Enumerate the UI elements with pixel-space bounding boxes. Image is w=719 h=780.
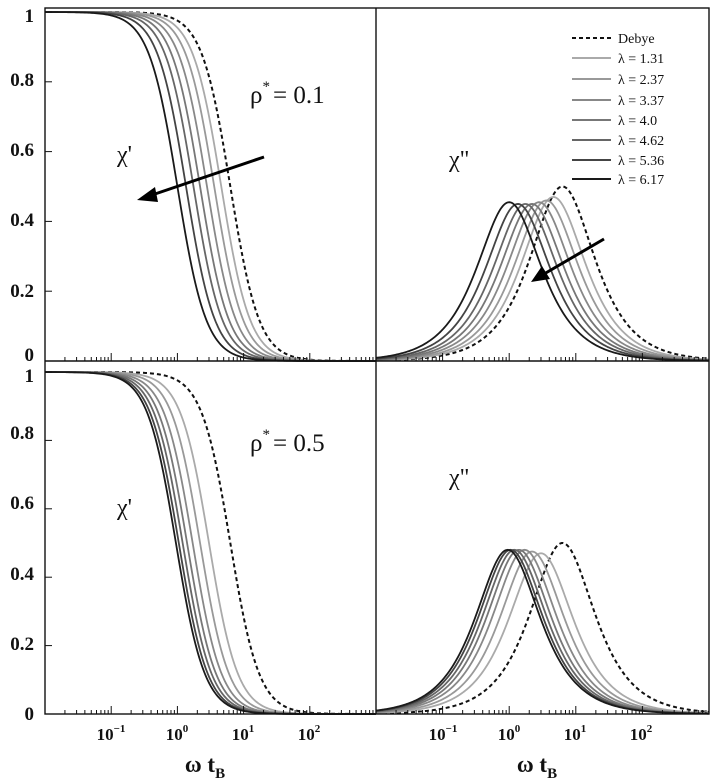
series-line [45, 371, 376, 715]
series-line [45, 371, 376, 715]
x-tick-label: 10−1 [97, 723, 126, 744]
chi-prime-label-top: χ' [116, 142, 132, 168]
series-line [375, 203, 710, 362]
x-axis-title-left: ω tB [185, 752, 225, 780]
y-tick-label: 0.2 [10, 281, 34, 302]
rho-label-bottom: ρ* = 0.5 [250, 427, 325, 457]
legend-label: λ = 1.31 [618, 52, 664, 67]
y-tick-label: 0 [25, 704, 35, 725]
y-tick-label: 0.2 [10, 634, 34, 655]
series-line [375, 542, 710, 715]
x-tick-label: 10−1 [429, 723, 458, 744]
x-tick-labels-right: 10−1 100 101 102 [429, 723, 653, 744]
y-tick-label: 1 [25, 366, 35, 387]
x-axis-title-right: ω tB [517, 752, 557, 780]
chi-double-prime-label-top: χ" [448, 147, 469, 173]
series-line [375, 548, 710, 715]
y-tick-label: 0.6 [10, 493, 34, 514]
y-tick-label: 0 [25, 345, 35, 366]
series-line [44, 371, 376, 715]
y-tick-label: 0.8 [10, 70, 34, 91]
series-line [45, 371, 376, 715]
trend-arrow-chi-double-prime [531, 237, 605, 282]
series-line [375, 199, 710, 362]
legend-label: λ = 4.62 [618, 134, 664, 149]
y-tick-label: 1 [25, 6, 35, 27]
x-tick-label: 101 [232, 723, 255, 744]
x-tick-label: 102 [630, 723, 653, 744]
legend-label: λ = 4.0 [618, 114, 657, 129]
y-tick-label: 0.8 [10, 423, 34, 444]
x-tick-labels-left: 10−1 100 101 102 [97, 723, 321, 744]
series-line [45, 371, 376, 715]
series-line [45, 371, 376, 715]
legend-label: Debye [618, 32, 655, 47]
trend-arrow-chi-prime [137, 155, 265, 202]
chi-double-prime-label-bottom: χ" [448, 465, 469, 491]
series-line [375, 548, 710, 715]
ticks-layer [45, 11, 707, 715]
y-tick-labels-bottom: 0 0.2 0.4 0.6 0.8 1 [10, 366, 34, 725]
series-line [45, 11, 376, 362]
series-line [45, 371, 376, 715]
legend-label: λ = 5.36 [618, 154, 664, 169]
y-tick-labels-top: 0 0.2 0.4 0.6 0.8 1 [10, 6, 34, 366]
series-line [375, 201, 710, 362]
series-line [375, 550, 710, 715]
series-line [375, 548, 710, 715]
legend: Debye λ = 1.31 λ = 2.37 λ = 3.37 λ = 4.0… [572, 32, 664, 188]
x-tick-label: 102 [298, 723, 321, 744]
series-line [375, 196, 710, 362]
legend-label: λ = 3.37 [618, 94, 664, 109]
y-tick-label: 0.4 [10, 564, 34, 585]
series-line [45, 371, 376, 715]
series-line [375, 552, 710, 714]
x-tick-label: 100 [498, 723, 521, 744]
x-tick-label: 100 [166, 723, 189, 744]
x-tick-label: 101 [564, 723, 587, 744]
series-line [375, 203, 710, 362]
series-line [375, 548, 710, 715]
y-tick-label: 0.6 [10, 140, 34, 161]
rho-label-top: ρ* = 0.1 [250, 79, 325, 109]
legend-label: λ = 6.17 [618, 173, 664, 188]
chi-prime-label-bottom: χ' [116, 495, 132, 521]
series-line [375, 548, 710, 715]
legend-label: λ = 2.37 [618, 73, 664, 88]
y-tick-label: 0.4 [10, 210, 34, 231]
curves-layer [44, 11, 710, 715]
